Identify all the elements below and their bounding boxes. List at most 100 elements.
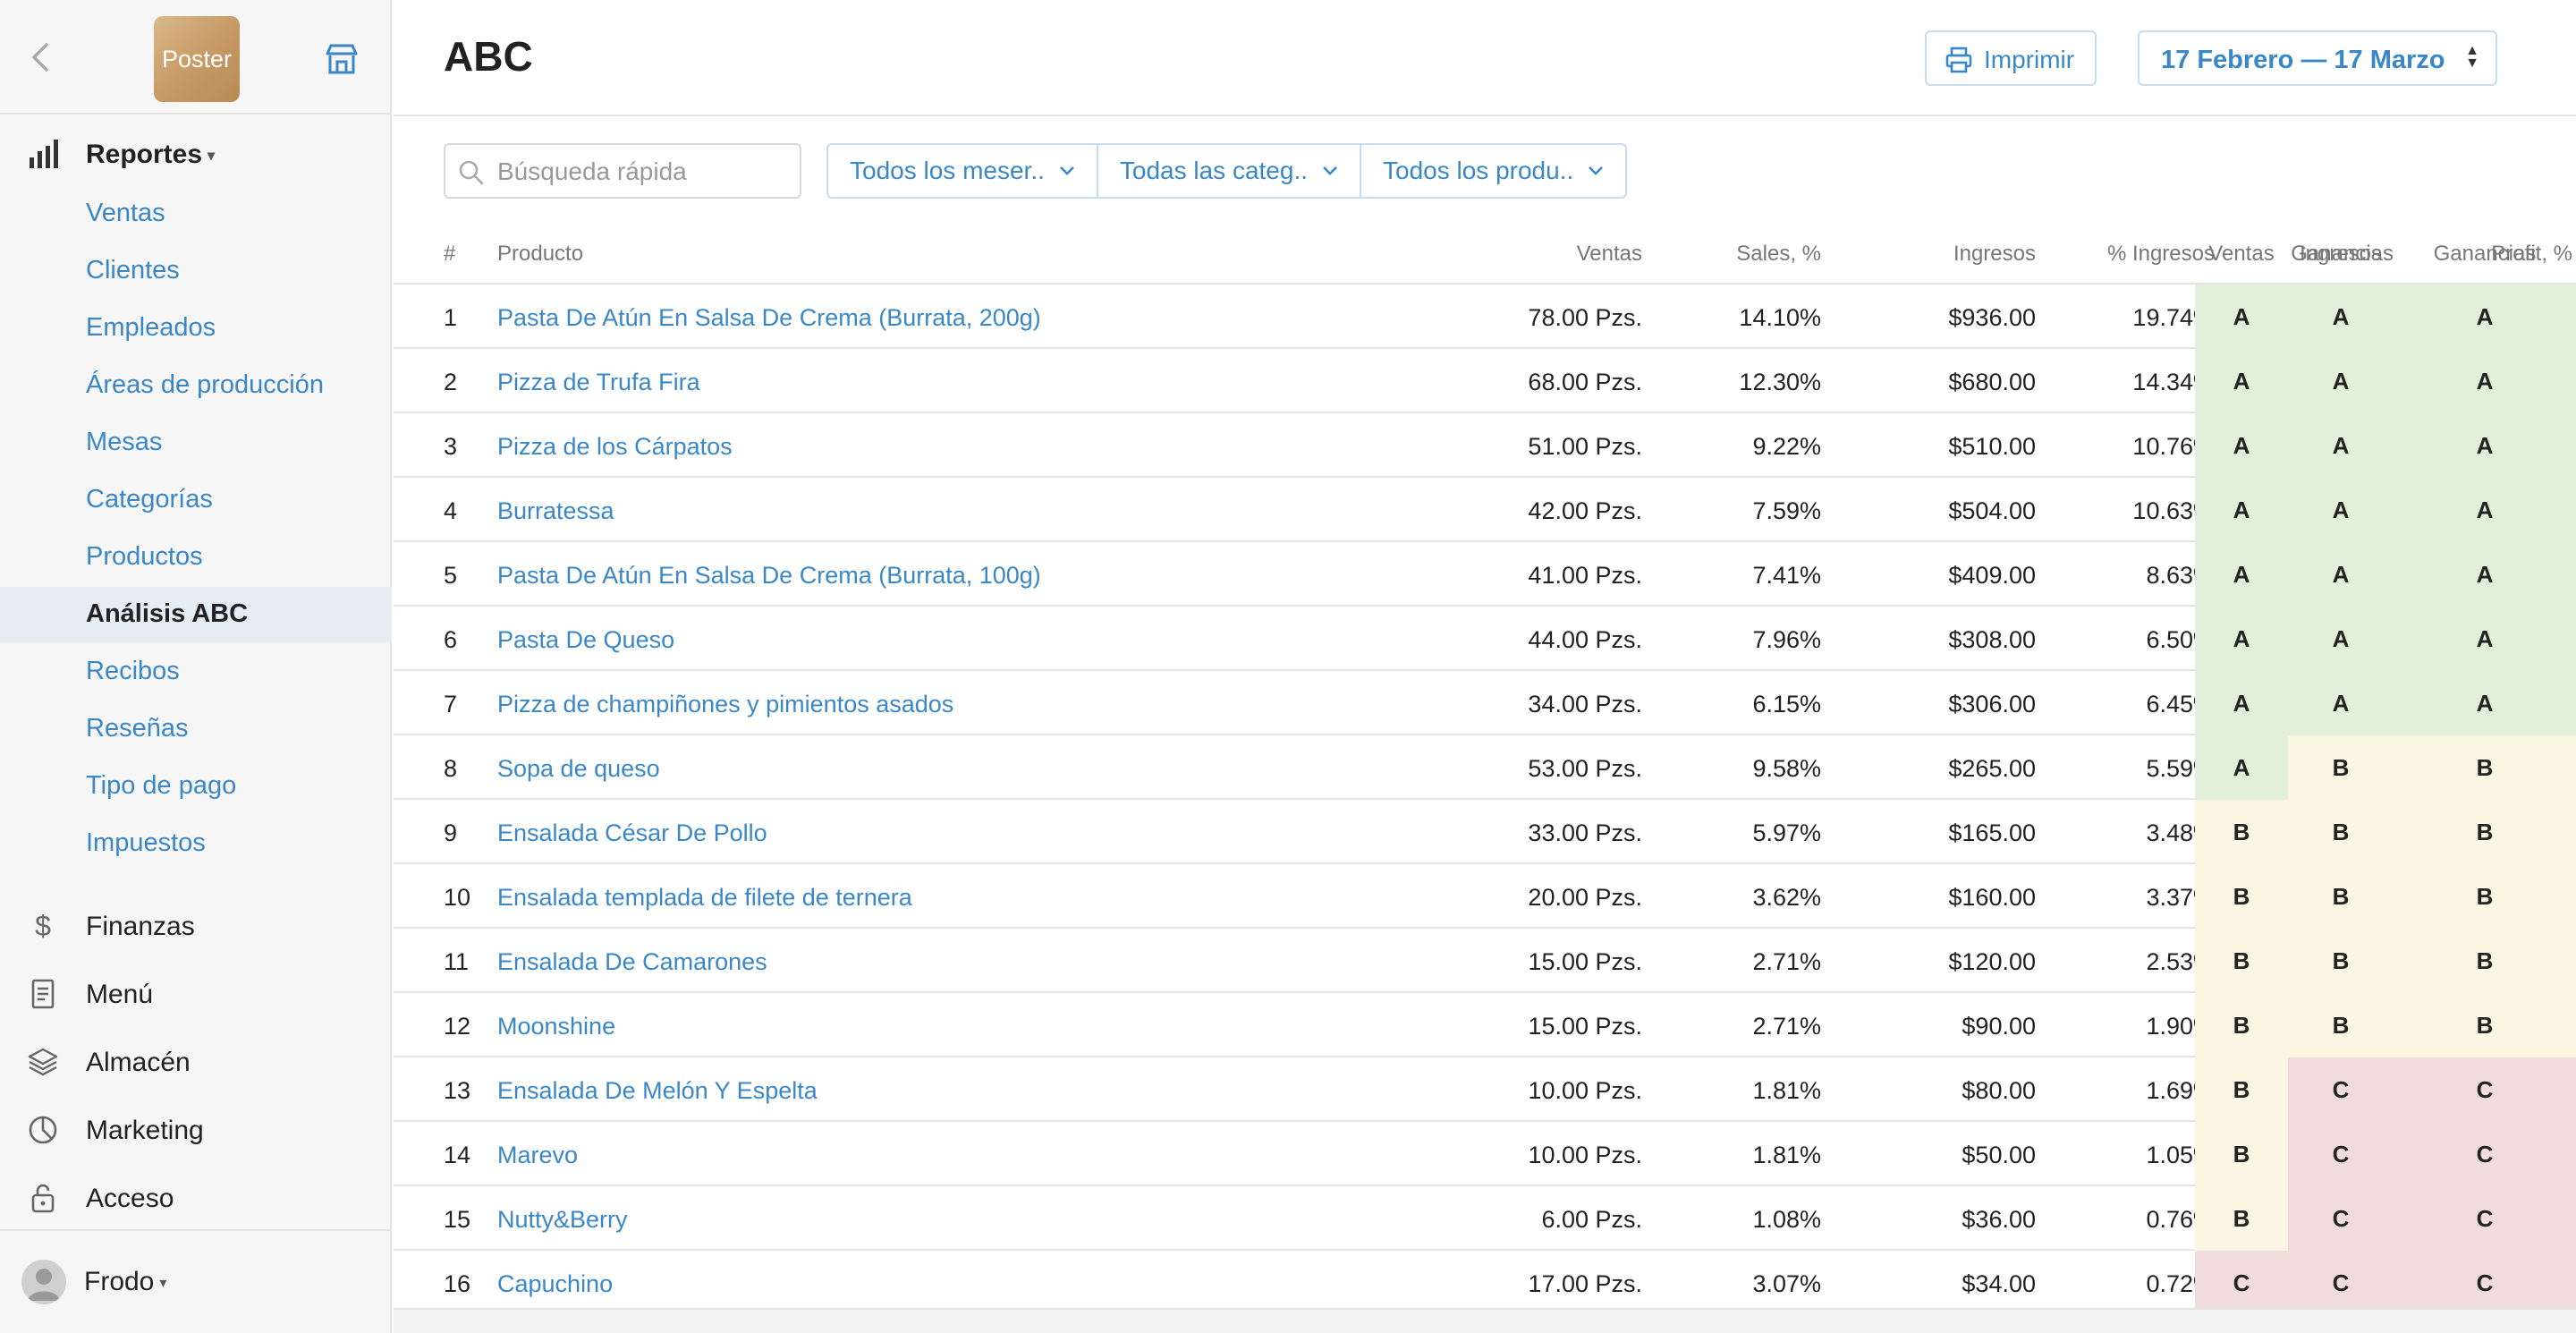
header-revenue[interactable]: Ingresos <box>1953 242 2036 266</box>
abc-profit-cell: B <box>2394 735 2576 800</box>
sidebar-item[interactable]: Recibos <box>0 644 392 700</box>
header-profit[interactable]: Ganancias <box>2291 242 2394 266</box>
horizontal-scrollbar[interactable] <box>394 1308 2576 1333</box>
table-row: 7 Pizza de champiñones y pimientos asados… <box>394 671 2576 735</box>
abc-sales-cell: A <box>2195 478 2288 542</box>
cell-product[interactable]: Ensalada De Camarones <box>497 948 767 975</box>
cell-product[interactable]: Pizza de los Cárpatos <box>497 433 733 460</box>
sidebar-item-label: Reseñas <box>86 714 189 743</box>
sidebar-item-label: Áreas de producción <box>86 370 324 399</box>
cell-product[interactable]: Nutty&Berry <box>497 1206 628 1233</box>
cell-product[interactable]: Pasta De Queso <box>497 626 675 653</box>
abc-profit-cell: A <box>2394 542 2576 607</box>
header-product[interactable]: Producto <box>497 242 584 266</box>
cell-product[interactable]: Sopa de queso <box>497 755 660 782</box>
sort-arrows-icon: ▲ ▼ <box>2465 43 2479 71</box>
header-abc-revenue[interactable]: Ingresos <box>2299 242 2383 266</box>
cell-sales-pct: 3.07% <box>1752 1270 1821 1297</box>
sidebar-item[interactable]: Análisis ABC <box>0 587 392 642</box>
sidebar-item[interactable]: Tipo de pago <box>0 759 392 814</box>
sidebar-item-label: Recibos <box>86 657 180 685</box>
cell-product[interactable]: Capuchino <box>497 1270 614 1297</box>
sidebar-item[interactable]: Reseñas <box>0 701 392 757</box>
cell-sales-pct: 14.10% <box>1739 304 1821 331</box>
sidebar-item[interactable]: Mesas <box>0 415 392 471</box>
cell-product[interactable]: Ensalada César De Pollo <box>497 819 767 846</box>
cell-sales-pct: 1.81% <box>1752 1142 1821 1168</box>
abc-sales-cell: B <box>2195 1122 2288 1186</box>
header-sales-pct[interactable]: Sales, % <box>1736 242 1821 266</box>
abc-sales-cell: B <box>2195 1186 2288 1251</box>
cell-product[interactable]: Moonshine <box>497 1013 616 1040</box>
header-sales[interactable]: Ventas <box>1576 242 1642 266</box>
date-range-picker[interactable]: 17 Febrero — 17 Marzo ▲ ▼ <box>2138 30 2497 86</box>
table-row: 5 Pasta De Atún En Salsa De Crema (Burrat… <box>394 542 2576 607</box>
table-row: 2 Pizza de Trufa Fira 68.00 Pzs. 12.30% $680… <box>394 349 2576 413</box>
abc-profit-cell: B <box>2394 929 2576 993</box>
nav-section[interactable]: Almacén <box>0 1033 392 1091</box>
nav-reports[interactable]: Reportes ▾ <box>0 125 392 183</box>
search-input[interactable] <box>497 156 792 188</box>
nav-section[interactable]: Marketing <box>0 1101 392 1159</box>
nav-section-label: Almacén <box>86 1048 191 1077</box>
header-index[interactable]: # <box>444 242 456 266</box>
sidebar-item[interactable]: Categorías <box>0 472 392 528</box>
header-profit-pct[interactable]: Profit, % <box>2491 242 2572 266</box>
cell-revenue: $308.00 <box>1948 626 2036 653</box>
nav-section[interactable]: Acceso <box>0 1169 392 1227</box>
nav-section-label: Marketing <box>86 1116 204 1145</box>
cell-sales-pct: 2.71% <box>1752 1013 1821 1040</box>
nav-section[interactable]: $ Finanzas <box>0 897 392 955</box>
search-box[interactable] <box>444 143 801 199</box>
table-row: 10 Ensalada templada de filete de ternera… <box>394 864 2576 929</box>
user-menu[interactable]: Frodo ▾ <box>0 1229 392 1333</box>
cell-product[interactable]: Burratessa <box>497 497 614 524</box>
cell-product[interactable]: Marevo <box>497 1142 579 1168</box>
header-abc-sales[interactable]: Ventas <box>2208 242 2275 266</box>
cell-index: 1 <box>444 304 458 331</box>
sidebar-item[interactable]: Productos <box>0 530 392 585</box>
app-logo[interactable]: Poster <box>154 16 240 102</box>
header-revenue-pct[interactable]: % Ingresos <box>2106 242 2215 266</box>
cell-sales-pct: 7.96% <box>1752 626 1821 653</box>
filter-categories[interactable]: Todas las categ.. <box>1096 143 1361 199</box>
cell-index: 13 <box>444 1077 471 1104</box>
cell-sales-pct: 1.81% <box>1752 1077 1821 1104</box>
filter-products[interactable]: Todos los produ.. <box>1360 143 1628 199</box>
filter-waiters[interactable]: Todos los meser.. <box>826 143 1098 199</box>
sidebar-item[interactable]: Clientes <box>0 243 392 299</box>
printer-icon <box>1945 46 1973 74</box>
cell-revenue: $165.00 <box>1948 819 2036 846</box>
abc-sales-cell: A <box>2195 735 2288 800</box>
abc-sales-cell: C <box>2195 1251 2288 1315</box>
cell-product[interactable]: Pasta De Atún En Salsa De Crema (Burrata… <box>497 562 1041 589</box>
print-button[interactable]: Imprimir <box>1925 30 2097 86</box>
cell-sales: 17.00 Pzs. <box>1528 1270 1642 1297</box>
cell-product[interactable]: Pizza de champiñones y pimientos asados <box>497 691 954 717</box>
cell-product[interactable]: Ensalada templada de filete de ternera <box>497 884 912 911</box>
sidebar-item-label: Ventas <box>86 199 165 227</box>
abc-profit-cell: B <box>2394 993 2576 1057</box>
abc-profit-cell: A <box>2394 478 2576 542</box>
nav-section[interactable]: Menú <box>0 965 392 1023</box>
table-row: 1 Pasta De Atún En Salsa De Crema (Burrat… <box>394 284 2576 349</box>
sidebar-item[interactable]: Ventas <box>0 186 392 242</box>
cell-sales-pct: 2.71% <box>1752 948 1821 975</box>
cell-index: 12 <box>444 1013 471 1040</box>
chevron-left-icon[interactable] <box>25 39 57 75</box>
cell-product[interactable]: Pasta De Atún En Salsa De Crema (Burrata… <box>497 304 1041 331</box>
abc-sales-cell: B <box>2195 1057 2288 1122</box>
cell-product[interactable]: Ensalada De Melón Y Espelta <box>497 1077 818 1104</box>
cell-index: 6 <box>444 626 458 653</box>
cell-sales-pct: 12.30% <box>1739 369 1821 395</box>
sidebar-item[interactable]: Empleados <box>0 301 392 356</box>
document-icon <box>27 978 59 1010</box>
sidebar-item[interactable]: Áreas de producción <box>0 358 392 413</box>
header-abc-profit[interactable]: Ganancias <box>2433 242 2537 266</box>
store-icon[interactable] <box>324 43 360 75</box>
cell-index: 5 <box>444 562 458 589</box>
cell-product[interactable]: Pizza de Trufa Fira <box>497 369 700 395</box>
cell-sales-pct: 7.41% <box>1752 562 1821 589</box>
sidebar-item[interactable]: Impuestos <box>0 816 392 871</box>
